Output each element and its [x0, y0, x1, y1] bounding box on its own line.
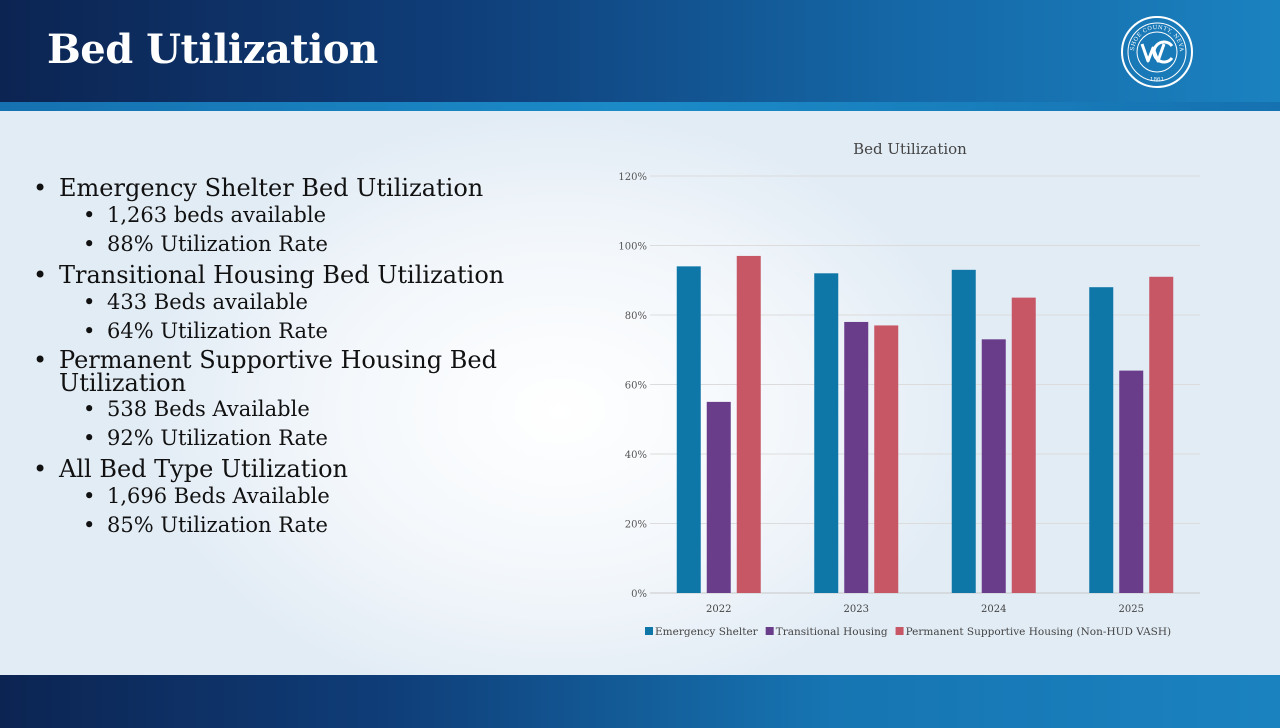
legend-swatch — [765, 627, 774, 635]
y-tick-label: 120% — [618, 172, 647, 183]
y-tick-label: 0% — [631, 589, 647, 600]
y-tick-label: 60% — [625, 381, 647, 392]
x-tick-label: 2025 — [1119, 604, 1144, 615]
bar-2023-series-1 — [844, 321, 869, 593]
y-tick-label: 100% — [618, 242, 647, 253]
y-tick-label: 20% — [625, 520, 647, 531]
bar-2024-series-0 — [951, 269, 976, 593]
footer-bar — [0, 675, 1280, 728]
page-title: Bed Utilization — [47, 26, 378, 73]
sub-bullet: 64% Utilization Rate — [33, 317, 553, 346]
bar-2022-series-1 — [706, 401, 731, 593]
bullet-emergency-shelter: Emergency Shelter Bed Utilization — [33, 175, 553, 201]
sub-bullet: 1,263 beds available — [33, 201, 553, 230]
bar-2023-series-0 — [814, 273, 839, 593]
bar-2022-series-0 — [676, 266, 701, 593]
x-tick-label: 2023 — [844, 604, 869, 615]
y-tick-label: 80% — [625, 311, 647, 322]
bullet-permanent-supportive: Permanent Supportive Housing Bed Utiliza… — [33, 348, 553, 395]
legend-label: Permanent Supportive Housing (Non-HUD VA… — [906, 626, 1172, 638]
sub-bullet: 1,696 Beds Available — [33, 482, 553, 511]
chart-title: Bed Utilization — [853, 140, 967, 158]
y-tick-label: 40% — [625, 450, 647, 461]
sub-bullet: 85% Utilization Rate — [33, 511, 553, 540]
bullet-transitional-housing: Transitional Housing Bed Utilization — [33, 262, 553, 288]
sub-bullet: 92% Utilization Rate — [33, 424, 553, 453]
bar-2024-series-1 — [981, 339, 1006, 593]
bar-chart: Bed Utilization 0% 20% 40% 60% 80% 100% 120% 20… — [618, 140, 1200, 638]
legend-label: Transitional Housing — [776, 626, 888, 638]
bar-2024-series-2 — [1011, 297, 1036, 593]
sub-bullet: 538 Beds Available — [33, 395, 553, 424]
bullet-all-bed-types: All Bed Type Utilization — [33, 456, 553, 482]
sub-bullet: 433 Beds available — [33, 288, 553, 317]
legend-swatch — [645, 627, 653, 635]
header-stripe — [0, 102, 1280, 111]
legend-swatch — [895, 627, 904, 635]
sub-bullet: 88% Utilization Rate — [33, 230, 553, 259]
x-tick-label: 2024 — [981, 604, 1006, 615]
x-tick-label: 2022 — [706, 604, 731, 615]
svg-text:1861: 1861 — [1150, 77, 1164, 83]
legend-label: Emergency Shelter — [655, 626, 759, 638]
chart-container: Bed Utilization 0% 20% 40% 60% 80% 100% 120% 20… — [600, 130, 1220, 650]
bar-2023-series-2 — [874, 325, 899, 593]
bar-2025-series-0 — [1089, 287, 1114, 593]
bar-2025-series-2 — [1149, 276, 1174, 593]
bullet-list: Emergency Shelter Bed Utilization 1,263 … — [33, 172, 553, 540]
bar-2022-series-2 — [736, 255, 761, 594]
header-bar — [0, 0, 1280, 102]
county-seal-logo: WASHOE COUNTY, NEVADA 1861 — [1120, 15, 1193, 88]
bar-2025-series-1 — [1119, 370, 1144, 593]
